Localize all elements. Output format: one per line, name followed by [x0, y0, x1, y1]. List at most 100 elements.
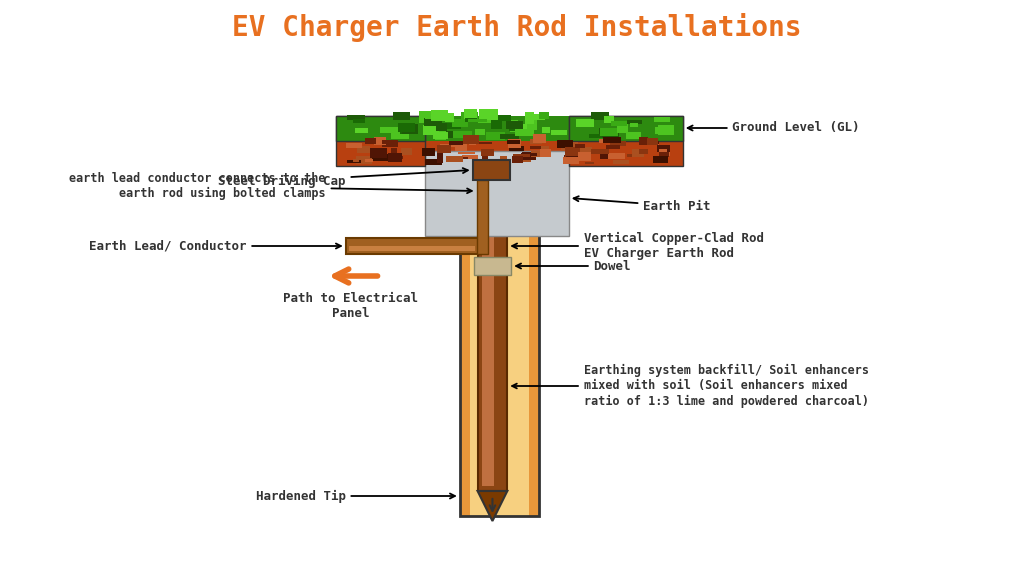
Bar [523, 157, 530, 161]
Bar [392, 112, 411, 120]
Bar [459, 151, 474, 154]
Bar [462, 112, 478, 120]
Bar [562, 158, 580, 164]
Bar [431, 110, 447, 122]
Bar [425, 111, 444, 119]
Bar [531, 151, 546, 157]
Bar [460, 186, 470, 516]
Bar [632, 149, 644, 157]
Bar [520, 153, 538, 156]
Bar [613, 160, 629, 165]
Bar [419, 111, 432, 123]
Bar [457, 157, 468, 160]
Bar [425, 151, 568, 236]
Bar [498, 115, 511, 121]
Bar [506, 120, 523, 130]
Bar [540, 149, 552, 157]
Bar [481, 191, 495, 486]
Bar [477, 186, 507, 491]
Bar [480, 149, 494, 156]
Bar [654, 117, 671, 122]
Bar [436, 123, 447, 131]
Bar [522, 152, 536, 160]
Bar [627, 120, 642, 124]
Bar [603, 137, 621, 143]
Bar [425, 158, 442, 165]
Bar [437, 145, 451, 153]
Bar [469, 139, 476, 145]
Bar [336, 116, 425, 141]
Bar [395, 156, 403, 159]
Bar [641, 141, 658, 143]
Bar [446, 156, 463, 162]
Bar [561, 142, 579, 151]
Bar [398, 123, 415, 132]
Bar [479, 109, 498, 120]
Bar [647, 138, 658, 145]
Bar [512, 156, 523, 162]
Bar [450, 141, 463, 145]
Bar [391, 148, 397, 157]
Bar [371, 154, 388, 161]
Bar [425, 116, 568, 166]
Bar [510, 120, 518, 131]
Bar [500, 156, 507, 163]
Bar [658, 149, 668, 151]
Bar [610, 141, 627, 146]
Bar [591, 112, 609, 120]
Bar [465, 118, 476, 122]
Bar [509, 146, 523, 151]
Bar [348, 246, 474, 251]
Bar [508, 139, 520, 148]
Bar [475, 142, 492, 145]
Bar [460, 186, 539, 516]
Bar [435, 130, 445, 140]
Bar [423, 148, 435, 156]
Text: Dowel: Dowel [516, 260, 631, 272]
Bar [574, 145, 585, 149]
Bar [352, 119, 365, 123]
Bar [370, 149, 387, 158]
Bar [589, 134, 601, 138]
Bar [563, 157, 579, 164]
Bar [513, 154, 529, 157]
Bar [462, 155, 478, 159]
Bar [509, 127, 517, 131]
Bar [568, 116, 683, 141]
Bar [575, 119, 594, 127]
Bar [456, 144, 467, 151]
Bar [474, 257, 511, 275]
Bar [401, 123, 418, 134]
Bar [384, 141, 398, 143]
Bar [470, 186, 529, 516]
Bar [473, 160, 510, 180]
Bar [452, 119, 468, 127]
Bar [541, 146, 549, 150]
Bar [599, 128, 618, 138]
Bar [424, 118, 441, 126]
Bar [391, 130, 410, 139]
Text: Earth Pit: Earth Pit [573, 196, 711, 213]
Text: Path to Electrical
Panel: Path to Electrical Panel [284, 292, 418, 320]
Bar [607, 153, 625, 159]
Bar [529, 146, 541, 149]
Bar [631, 123, 638, 127]
Bar [468, 119, 487, 122]
Bar [599, 139, 611, 143]
Bar [507, 140, 520, 143]
Bar [440, 144, 455, 147]
Polygon shape [477, 491, 507, 521]
Bar [442, 124, 461, 130]
Text: Earthing system backfill/ Soil enhancers
mixed with soil (Soil enhancers mixed
r: Earthing system backfill/ Soil enhancers… [512, 365, 868, 408]
Bar [534, 134, 546, 143]
Bar [579, 147, 592, 153]
Bar [568, 116, 683, 166]
Bar [346, 160, 360, 163]
Bar [565, 147, 580, 157]
Bar [464, 109, 477, 119]
Bar [380, 127, 398, 132]
Bar [617, 124, 628, 133]
Bar [366, 159, 373, 162]
Bar [388, 153, 402, 162]
Bar [659, 147, 671, 156]
